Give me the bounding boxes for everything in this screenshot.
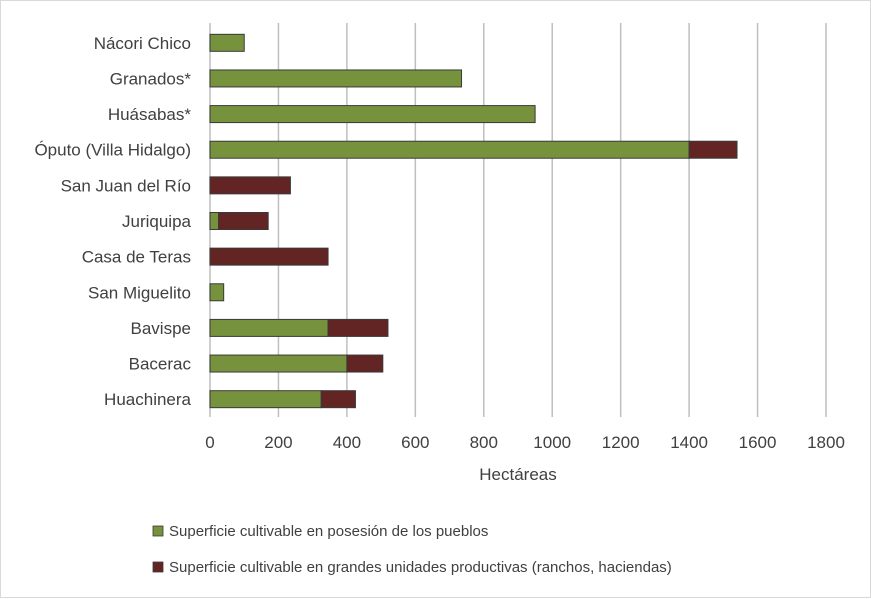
bar-segment-series-2 xyxy=(346,354,384,373)
x-tick-label: 800 xyxy=(470,433,498,452)
category-label: Casa de Teras xyxy=(82,248,191,267)
category-label: Huásabas* xyxy=(108,105,192,124)
x-tick-label: 1800 xyxy=(807,433,845,452)
bar-segment-series-1 xyxy=(209,318,329,337)
x-tick-label: 1600 xyxy=(739,433,777,452)
bar-segment-series-1 xyxy=(209,33,245,52)
legend-swatch xyxy=(152,561,164,573)
bar-segment-series-1 xyxy=(209,390,322,409)
category-label: San Juan del Río xyxy=(61,176,191,195)
bar-segment-series-1 xyxy=(209,283,225,302)
x-tick-label: 400 xyxy=(333,433,361,452)
bars xyxy=(209,33,738,409)
category-label: Nácori Chico xyxy=(94,34,191,53)
legend: Superficie cultivable en posesión de los… xyxy=(152,523,672,576)
bar-segment-series-2 xyxy=(688,140,738,159)
category-label: Bacerac xyxy=(129,355,192,374)
bar-segment-series-1 xyxy=(209,354,348,373)
bar-segment-series-1 xyxy=(209,69,463,88)
x-tick-label: 0 xyxy=(205,433,214,452)
legend-label: Superficie cultivable en posesión de los… xyxy=(169,523,488,540)
x-tick-label: 600 xyxy=(401,433,429,452)
bar-segment-series-1 xyxy=(209,212,220,230)
legend-swatch xyxy=(152,525,164,537)
x-tick-label: 1000 xyxy=(533,433,571,452)
x-axis-title: Hectáreas xyxy=(479,465,556,484)
category-label: Óputo (Villa Hidalgo) xyxy=(34,141,191,160)
x-tick-label: 1400 xyxy=(670,433,708,452)
bar-segment-series-2 xyxy=(327,318,389,337)
x-tick-labels: 0 200 400 600 800 1000 1200 1400 1600 1800 xyxy=(205,433,845,452)
category-label: Bavispe xyxy=(131,319,191,338)
bar-segment-series-2 xyxy=(209,247,329,266)
category-label: Huachinera xyxy=(104,390,191,409)
bar-segment-series-2 xyxy=(209,176,291,195)
bar-segment-series-1 xyxy=(209,140,690,159)
gridlines xyxy=(209,23,827,417)
bar-segment-series-2 xyxy=(218,212,269,230)
legend-label: Superficie cultivable en grandes unidade… xyxy=(169,559,672,576)
category-label: Granados* xyxy=(110,69,192,88)
x-tick-label: 200 xyxy=(264,433,292,452)
x-tick-label: 1200 xyxy=(602,433,640,452)
bar-segment-series-1 xyxy=(209,105,536,124)
category-label: Juriquipa xyxy=(122,212,192,231)
category-label: San Miguelito xyxy=(88,283,191,302)
bar-segment-series-2 xyxy=(320,390,356,409)
category-labels: Nácori Chico Granados* Huásabas* Óputo (Vil… xyxy=(34,34,191,409)
